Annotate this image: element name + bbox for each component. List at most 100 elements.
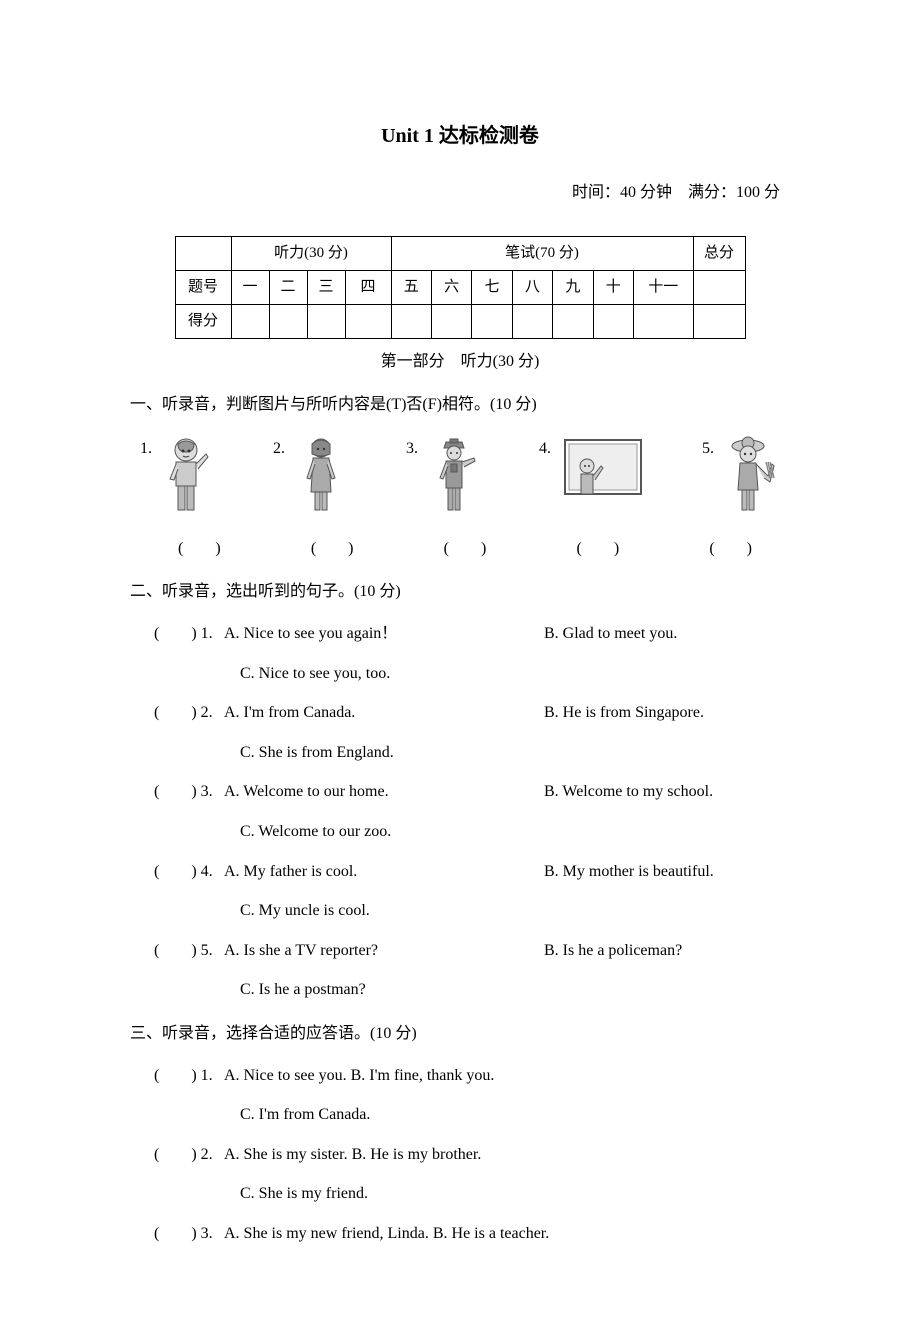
row-label-2: 得分 [175, 304, 231, 338]
col-7: 七 [472, 270, 512, 304]
score-cell [231, 304, 269, 338]
blank-cell [175, 236, 231, 270]
col-3: 三 [307, 270, 345, 304]
opt-ab: A. She is my new friend, Linda. B. He is… [224, 1221, 790, 1247]
opt-b: B. My mother is beautiful. [544, 859, 790, 885]
image-item-4: 4. [539, 434, 647, 512]
score-cell [472, 304, 512, 338]
page-title: Unit 1 达标检测卷 [130, 120, 790, 152]
section-1-heading: 一、听录音，判断图片与所听内容是(T)否(F)相符。(10 分) [130, 392, 790, 418]
question-3-2: ( ) 2. A. She is my sister. B. He is my … [154, 1142, 790, 1207]
section-3-questions: ( ) 1. A. Nice to see you. B. I'm fine, … [154, 1063, 790, 1247]
question-2-4: ( ) 4. A. My father is cool. B. My mothe… [154, 859, 790, 924]
item-num: 5. [702, 434, 714, 462]
opt-a: A. Nice to see you again！ [224, 621, 544, 647]
opt-a: A. Welcome to our home. [224, 779, 544, 805]
opt-c: C. Welcome to our zoo. [240, 819, 790, 845]
score-cell [391, 304, 431, 338]
q-paren: ( ) 3. [154, 779, 224, 844]
table-number-row: 题号 一 二 三 四 五 六 七 八 九 十 十一 [175, 270, 745, 304]
q-paren: ( ) 2. [154, 700, 224, 765]
policeman-icon [424, 434, 484, 512]
opt-b: B. Welcome to my school. [544, 779, 790, 805]
col-6: 六 [431, 270, 471, 304]
col-1: 一 [231, 270, 269, 304]
item-num: 4. [539, 434, 551, 462]
boy-pointing-icon [158, 434, 218, 512]
score-cell [269, 304, 307, 338]
opt-c: C. She is my friend. [240, 1181, 790, 1207]
opt-b: B. Glad to meet you. [544, 621, 790, 647]
listening-header: 听力(30 分) [231, 236, 391, 270]
opt-c: C. I'm from Canada. [240, 1102, 790, 1128]
col-2: 二 [269, 270, 307, 304]
woman-standing-icon [291, 434, 351, 512]
score-cell [307, 304, 345, 338]
farmer-icon [720, 434, 780, 512]
question-2-5: ( ) 5. A. Is she a TV reporter? B. Is he… [154, 938, 790, 1003]
col-4: 四 [345, 270, 391, 304]
q-paren: ( ) 4. [154, 859, 224, 924]
item-num: 3. [406, 434, 418, 462]
item-num: 2. [273, 434, 285, 462]
question-3-3: ( ) 3. A. She is my new friend, Linda. B… [154, 1221, 790, 1247]
teacher-board-icon [557, 434, 647, 512]
question-3-1: ( ) 1. A. Nice to see you. B. I'm fine, … [154, 1063, 790, 1128]
score-cell [512, 304, 552, 338]
table-score-row: 得分 [175, 304, 745, 338]
opt-b: B. He is from Singapore. [544, 700, 790, 726]
image-item-3: 3. [406, 434, 484, 512]
col-11: 十一 [633, 270, 693, 304]
col-8: 八 [512, 270, 552, 304]
opt-c: C. Nice to see you, too. [240, 661, 790, 687]
item-num: 1. [140, 434, 152, 462]
score-cell [633, 304, 693, 338]
image-item-5: 5. [702, 434, 780, 512]
section-2-questions: ( ) 1. A. Nice to see you again！ B. Glad… [154, 621, 790, 1003]
opt-b: B. Is he a policeman? [544, 938, 790, 964]
score-cell [431, 304, 471, 338]
opt-c: C. Is he a postman? [240, 977, 790, 1003]
table-header-row: 听力(30 分) 笔试(70 分) 总分 [175, 236, 745, 270]
total-header: 总分 [693, 236, 745, 270]
image-item-2: 2. [273, 434, 351, 512]
col-5: 五 [391, 270, 431, 304]
col-10: 十 [593, 270, 633, 304]
opt-a: A. Is she a TV reporter? [224, 938, 544, 964]
paren-slot: ( ) [444, 536, 487, 562]
question-2-1: ( ) 1. A. Nice to see you again！ B. Glad… [154, 621, 790, 686]
question-2-2: ( ) 2. A. I'm from Canada. B. He is from… [154, 700, 790, 765]
q-paren: ( ) 1. [154, 621, 224, 686]
paren-slot: ( ) [709, 536, 752, 562]
paren-slot: ( ) [576, 536, 619, 562]
opt-a: A. I'm from Canada. [224, 700, 544, 726]
image-item-1: 1. [140, 434, 218, 512]
section-2-heading: 二、听录音，选出听到的句子。(10 分) [130, 579, 790, 605]
opt-c: C. She is from England. [240, 740, 790, 766]
question-2-3: ( ) 3. A. Welcome to our home. B. Welcom… [154, 779, 790, 844]
written-header: 笔试(70 分) [391, 236, 693, 270]
subtitle: 时间：40 分钟 满分：100 分 [130, 180, 790, 206]
image-row: 1. 2. [130, 434, 790, 512]
score-table: 听力(30 分) 笔试(70 分) 总分 题号 一 二 三 四 五 六 七 八 … [175, 236, 746, 339]
q-paren: ( ) 2. [154, 1142, 224, 1207]
q-paren: ( ) 3. [154, 1221, 224, 1247]
opt-ab: A. She is my sister. B. He is my brother… [224, 1142, 790, 1168]
paren-slot: ( ) [311, 536, 354, 562]
part-header: 第一部分 听力(30 分) [130, 349, 790, 375]
opt-ab: A. Nice to see you. B. I'm fine, thank y… [224, 1063, 790, 1089]
q-paren: ( ) 1. [154, 1063, 224, 1128]
total-blank-2 [693, 304, 745, 338]
col-9: 九 [553, 270, 593, 304]
row-label-1: 题号 [175, 270, 231, 304]
score-cell [593, 304, 633, 338]
opt-a: A. My father is cool. [224, 859, 544, 885]
section-3-heading: 三、听录音，选择合适的应答语。(10 分) [130, 1021, 790, 1047]
opt-c: C. My uncle is cool. [240, 898, 790, 924]
q-paren: ( ) 5. [154, 938, 224, 1003]
paren-row: ( ) ( ) ( ) ( ) ( ) [130, 536, 790, 562]
score-cell [345, 304, 391, 338]
total-blank-1 [693, 270, 745, 304]
score-cell [553, 304, 593, 338]
paren-slot: ( ) [178, 536, 221, 562]
